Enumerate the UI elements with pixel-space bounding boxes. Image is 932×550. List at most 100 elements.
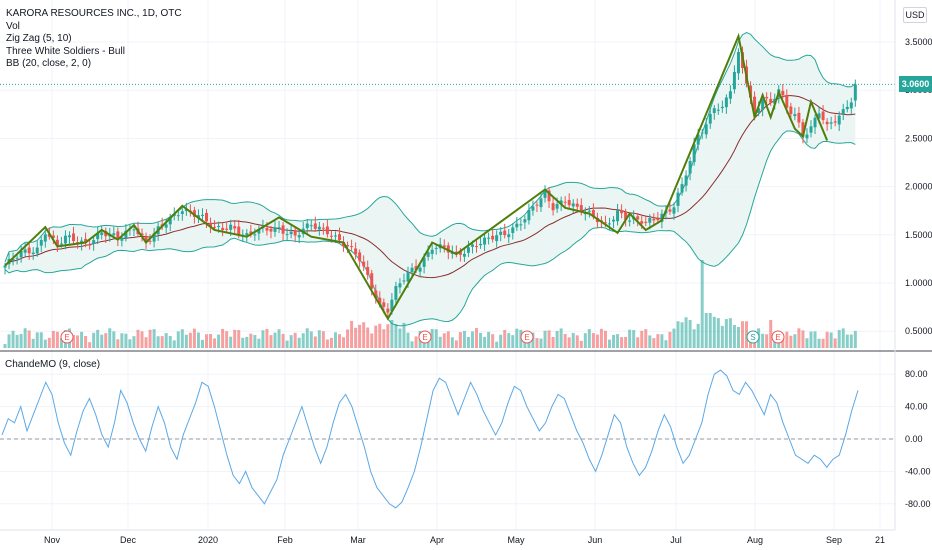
candle-body (555, 204, 559, 209)
currency-badge[interactable]: USD (903, 7, 927, 23)
volume-bar (362, 322, 366, 348)
volume-bar (612, 334, 616, 348)
candle-body (96, 233, 100, 240)
candle-body (608, 223, 611, 225)
volume-bar (273, 332, 277, 348)
volume-bar (257, 338, 261, 348)
candle-body (833, 121, 837, 123)
volume-bar (567, 337, 571, 348)
volume-bar (394, 323, 398, 348)
volume-bar (700, 260, 704, 348)
volume-bar (575, 335, 579, 348)
candle-body (293, 230, 297, 236)
candle-body (92, 240, 96, 245)
cmo-tick-label: 40.00 (905, 402, 928, 412)
legend-zigzag[interactable]: Zig Zag (5, 10) (6, 33, 72, 44)
volume-bar (608, 339, 611, 348)
candle-body (402, 280, 406, 282)
volume-bar (805, 338, 809, 348)
volume-bar (535, 338, 539, 348)
volume-bar (225, 331, 229, 348)
cmo-line (0, 369, 895, 509)
volume-bar (732, 324, 736, 348)
candle-body (672, 207, 676, 214)
volume-bar (386, 324, 390, 348)
candle-body (749, 85, 753, 98)
time-tick-label: Aug (747, 535, 763, 545)
volume-bar (466, 336, 470, 348)
earnings-marker-label: E (524, 333, 529, 342)
candle-body (523, 219, 527, 223)
volume-bar (414, 336, 418, 348)
volume-bar (785, 331, 789, 348)
volume-bar (144, 337, 148, 348)
candle-body (72, 233, 76, 242)
volume-bar (587, 329, 591, 348)
candle-body (620, 210, 624, 214)
volume-bar (180, 329, 184, 348)
volume-bar (801, 330, 805, 348)
time-tick-label: Dec (120, 535, 137, 545)
candle-body (144, 237, 148, 243)
candle-body (442, 245, 446, 248)
volume-bar (531, 332, 535, 348)
volume-bar (825, 331, 829, 348)
volume-bar (253, 335, 257, 348)
candle-body (390, 299, 394, 312)
volume-bar (241, 337, 245, 348)
volume-bar (495, 341, 499, 348)
oscillator-label[interactable]: ChandeMO (9, close) (5, 359, 101, 370)
legend-pattern[interactable]: Three White Soldiers - Bull (6, 45, 125, 57)
candle-body (487, 237, 491, 239)
volume-bar (454, 340, 458, 348)
candle-body (495, 235, 499, 242)
volume-bar (116, 339, 120, 348)
volume-bar (112, 331, 116, 348)
candle-body (624, 211, 628, 220)
volume-bar (7, 334, 11, 348)
candle-body (15, 257, 19, 259)
volume-bar (285, 340, 289, 348)
volume-bar (616, 334, 620, 348)
earnings-marker-label: E (775, 333, 780, 342)
candle-body (116, 231, 120, 240)
candle-body (422, 257, 426, 267)
candle-body (466, 247, 470, 253)
legend-volume[interactable]: Vol (6, 20, 20, 32)
candle-body (289, 231, 293, 235)
legend-bollinger[interactable]: BB (20, close, 2, 0) (6, 58, 92, 69)
volume-bar (479, 332, 483, 348)
volume-bar (777, 342, 781, 348)
volume-bar (551, 336, 555, 348)
candle-body (164, 224, 168, 228)
volume-bar (301, 333, 305, 348)
volume-bar (829, 332, 833, 348)
candle-body (43, 234, 47, 242)
volume-bar (849, 334, 853, 348)
volume-bar (450, 337, 454, 348)
volume-bar (55, 331, 59, 348)
volume-bar (366, 327, 370, 348)
volume-bar (108, 328, 112, 348)
volume-bar (84, 335, 88, 348)
volume-bar (664, 340, 668, 348)
candle-body (221, 227, 225, 231)
candle-body (479, 243, 483, 246)
candle-body (507, 234, 511, 238)
candle-body (547, 190, 551, 202)
candle-body (587, 210, 591, 212)
candle-body (531, 206, 535, 211)
volume-bar (712, 316, 716, 348)
time-tick-label: 2020 (198, 535, 218, 545)
volume-bar (684, 317, 688, 348)
volume-bar (31, 338, 35, 348)
volume-bar (475, 328, 479, 348)
candle-body (603, 222, 607, 224)
volume-bar (72, 334, 76, 348)
volume-bar (708, 313, 712, 348)
cmo-tick-label: -40.00 (905, 466, 931, 476)
volume-bar (249, 333, 253, 348)
volume-bar (559, 328, 563, 348)
candle-body (217, 225, 221, 227)
